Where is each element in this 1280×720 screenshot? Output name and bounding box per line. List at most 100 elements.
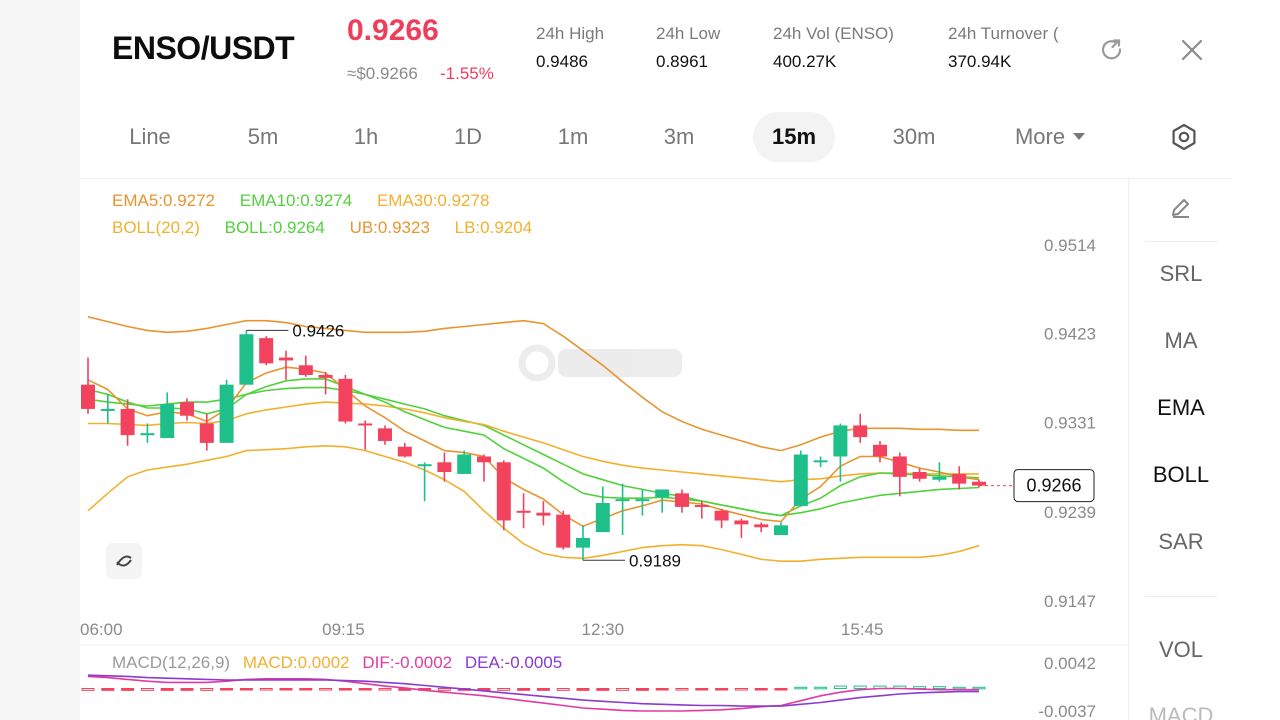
refresh-icon[interactable] <box>1094 32 1130 68</box>
side-divider <box>1145 241 1217 242</box>
candle-body <box>437 462 452 472</box>
tab-1m[interactable]: 1m <box>557 124 589 149</box>
candle-body <box>477 456 491 463</box>
side-item-boll[interactable]: BOLL <box>1152 462 1210 487</box>
candle-body <box>556 514 571 548</box>
candle-body <box>417 464 432 467</box>
x-tick-label: 06:00 <box>80 620 123 639</box>
candle <box>417 462 432 502</box>
chevron-down-icon <box>1073 132 1086 140</box>
macd-bar <box>358 688 372 691</box>
macd-bar <box>299 688 313 691</box>
macd-bar <box>814 686 828 690</box>
candle-body <box>358 423 373 426</box>
tab-1h[interactable]: 1h <box>353 124 379 149</box>
low-marker-label: 0.9189 <box>629 551 681 570</box>
candle <box>793 450 808 506</box>
tab-3m[interactable]: 3m <box>663 124 695 149</box>
stat-label: 24h Turnover ( <box>948 24 1059 43</box>
candle <box>437 452 452 482</box>
macd-bar <box>378 688 392 691</box>
macd-bar <box>635 688 649 691</box>
candle <box>912 468 927 482</box>
tab-1d[interactable]: 1D <box>453 124 483 149</box>
side-item-sar[interactable]: SAR <box>1158 529 1204 554</box>
side-item-ema[interactable]: EMA <box>1157 395 1205 420</box>
tab-5m[interactable]: 5m <box>247 124 279 149</box>
x-tick-label: 15:45 <box>841 620 884 639</box>
macd-bar <box>497 688 511 691</box>
ema30-legend: EMA30:0.9278 <box>376 191 490 210</box>
candlestick-chart: 0.9426 0.9189 0.9266 0.9514 0.9423 0.9331 0.9… <box>80 236 1128 720</box>
candle <box>140 423 155 443</box>
candle-body <box>754 524 769 528</box>
candle <box>833 423 848 482</box>
macd-bar <box>81 688 95 691</box>
macd-bar <box>853 685 867 690</box>
pair-title: ENSO/USDT <box>112 30 295 66</box>
candle-body <box>655 489 670 498</box>
tab-more[interactable]: More <box>1000 112 1100 162</box>
chart-toggle-icon[interactable] <box>106 543 142 579</box>
macd-bar <box>794 686 808 690</box>
candle-body <box>615 499 630 502</box>
dea-line <box>87 674 979 707</box>
candle-body <box>714 510 729 521</box>
candle-body <box>813 460 828 463</box>
candle <box>595 486 610 533</box>
tab-more-label: More <box>1014 124 1066 149</box>
candle-body <box>694 504 709 507</box>
y-tick-label: 0.9239 <box>1044 503 1096 522</box>
tab-30m[interactable]: 30m <box>892 124 936 149</box>
candle <box>298 355 313 377</box>
chart-area[interactable]: EMA5:0.9272 EMA10:0.9274 EMA30:0.9278 BO… <box>80 178 1128 720</box>
price-change: -1.55% <box>440 64 494 83</box>
side-item-srl[interactable]: SRL <box>1159 261 1203 286</box>
candle-body <box>100 408 115 411</box>
candle <box>318 372 333 395</box>
candle <box>714 508 729 529</box>
side-item-macd[interactable]: MACD <box>1148 703 1214 720</box>
y-tick-label: 0.9423 <box>1044 324 1096 343</box>
macd-bar <box>932 686 946 690</box>
last-price: 0.9266 <box>347 14 439 47</box>
candle-body <box>140 433 155 436</box>
ub-legend: UB:0.9323 <box>349 218 430 237</box>
candle <box>100 394 115 424</box>
tab-line[interactable]: Line <box>129 124 171 149</box>
candle-body <box>378 428 392 441</box>
candle-body <box>892 456 907 477</box>
macd-y-tick-label: -0.0037 <box>1038 702 1096 720</box>
boll-lower-line <box>87 444 980 562</box>
side-item-ma[interactable]: MA <box>1164 328 1198 353</box>
macd-bar <box>833 685 847 690</box>
candle <box>932 462 947 482</box>
stat-value: 370.94K <box>948 52 1012 71</box>
candle-body <box>120 408 135 436</box>
side-item-vol[interactable]: VOL <box>1158 637 1204 662</box>
candle <box>635 489 650 516</box>
candle-body <box>279 357 293 361</box>
macd-bar <box>121 688 135 691</box>
tab-15m[interactable]: 15m <box>753 112 835 162</box>
candle <box>338 374 353 424</box>
ema10-line <box>87 378 980 517</box>
candle-body <box>180 402 194 416</box>
stat-label: 24h High <box>536 24 605 43</box>
candle <box>239 330 254 385</box>
macd-bar <box>556 688 570 691</box>
macd-bar <box>952 686 966 690</box>
macd-y-tick-label: 0.0042 <box>1044 654 1096 673</box>
candle-body <box>675 493 689 507</box>
settings-icon[interactable] <box>1166 119 1202 155</box>
macd-value-legend: MACD:0.0002 <box>242 653 350 672</box>
pencil-icon[interactable] <box>1129 195 1233 227</box>
candle-body <box>219 384 234 443</box>
candle <box>160 392 175 439</box>
macd-bar <box>715 688 729 691</box>
indicator-legend-ema: EMA5:0.9272 EMA10:0.9274 EMA30:0.9278 <box>112 191 489 211</box>
close-icon[interactable] <box>1174 32 1210 68</box>
gate-watermark <box>518 344 682 382</box>
candle <box>952 466 967 490</box>
timeframe-tabs: Line 5m 1h 1D 1m 3m 15m 30m More <box>80 112 1232 162</box>
